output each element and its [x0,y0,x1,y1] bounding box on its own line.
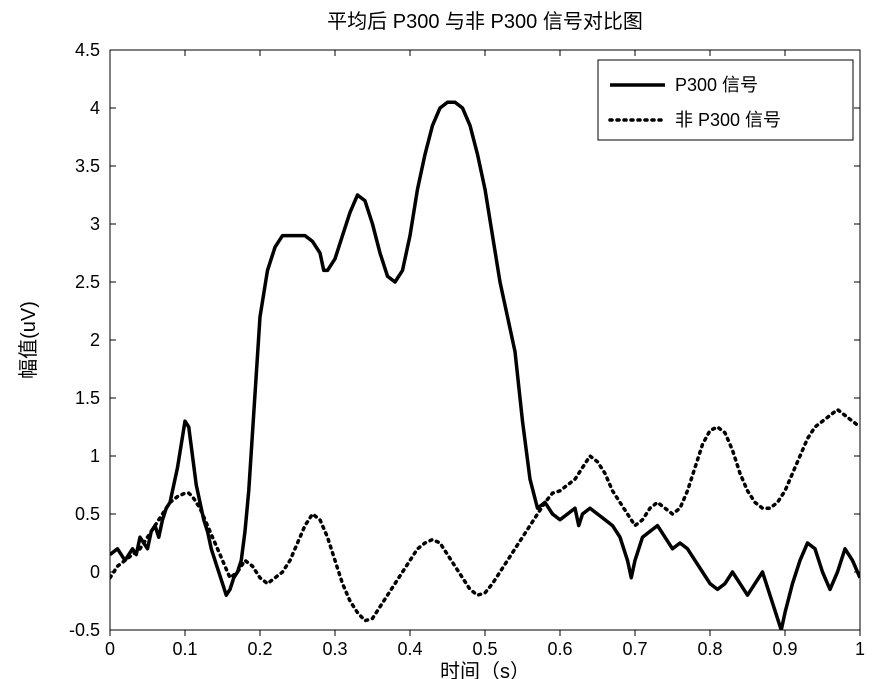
x-tick-label: 0.8 [697,639,722,659]
x-tick-label: 0.6 [547,639,572,659]
x-tick-label: 0.4 [397,639,422,659]
y-tick-label: 2 [90,330,100,350]
chart-title: 平均后 P300 与非 P300 信号对比图 [327,10,643,33]
series-solid [110,102,860,630]
x-tick-label: 0 [105,639,115,659]
x-axis-label: 时间（s） [440,660,530,679]
y-tick-label: 1 [90,446,100,466]
y-axis-label: 幅值(uV) [17,301,40,379]
chart-container: 00.10.20.30.40.50.60.70.80.91-0.500.511.… [0,0,885,679]
x-tick-label: 0.2 [247,639,272,659]
x-tick-label: 0.7 [622,639,647,659]
y-tick-label: 4.5 [75,40,100,60]
legend-label: P300 信号 [675,75,758,95]
y-tick-label: -0.5 [69,620,100,640]
chart-svg: 00.10.20.30.40.50.60.70.80.91-0.500.511.… [0,0,885,679]
x-tick-label: 0.1 [172,639,197,659]
x-tick-label: 0.9 [772,639,797,659]
legend-label: 非 P300 信号 [675,110,781,130]
x-tick-label: 1 [855,639,865,659]
y-tick-label: 1.5 [75,388,100,408]
x-tick-label: 0.5 [472,639,497,659]
y-tick-label: 4 [90,98,100,118]
y-tick-label: 2.5 [75,272,100,292]
x-tick-label: 0.3 [322,639,347,659]
y-tick-label: 0.5 [75,504,100,524]
y-tick-label: 0 [90,562,100,582]
y-tick-label: 3 [90,214,100,234]
y-tick-label: 3.5 [75,156,100,176]
